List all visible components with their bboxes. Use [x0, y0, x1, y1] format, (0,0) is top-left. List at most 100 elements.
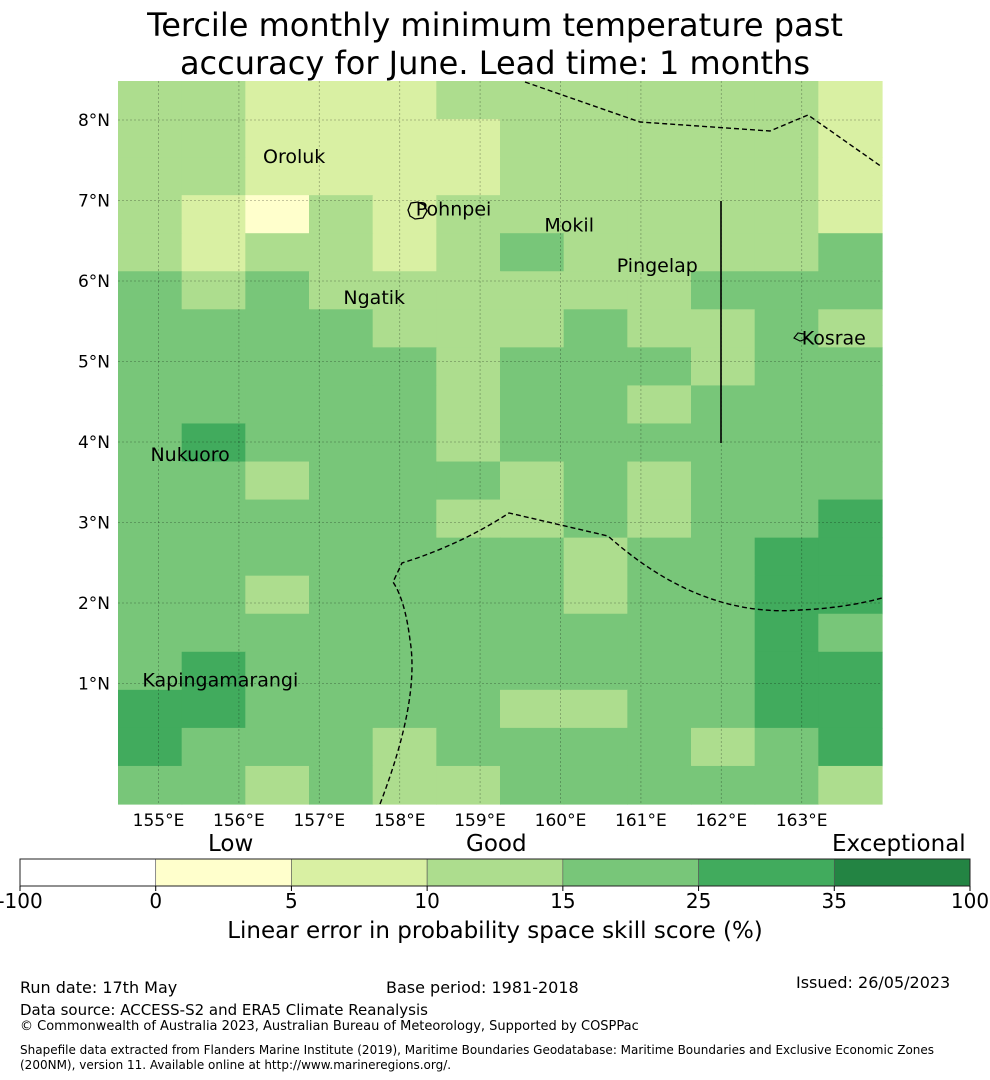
skill-cell	[436, 499, 501, 539]
skill-cell	[563, 461, 628, 501]
skill-cell	[627, 613, 692, 653]
skill-cell	[563, 765, 628, 805]
place-label: Oroluk	[263, 146, 325, 168]
category-good: Good	[466, 831, 527, 857]
colorbar-outline	[19, 858, 971, 887]
skill-cell	[754, 575, 819, 615]
skill-cell	[818, 385, 883, 425]
skill-cell	[181, 119, 246, 158]
skill-cell	[245, 309, 310, 348]
base-period: Base period: 1981-2018	[386, 978, 579, 997]
skill-cell	[436, 727, 501, 767]
skill-grid	[118, 81, 883, 805]
skill-cell	[500, 651, 565, 691]
colorbar: -100 0 5 10 15 25 35 100	[0, 858, 989, 913]
skill-cell	[309, 727, 374, 767]
skill-cell	[818, 119, 883, 158]
skill-cell	[309, 385, 374, 425]
eez-boundary-south	[379, 512, 883, 805]
skill-cell	[372, 347, 437, 387]
skill-cell	[181, 195, 246, 234]
skill-cell	[309, 119, 374, 158]
lon-tick-label: 155°E	[133, 811, 185, 831]
skill-cell	[181, 537, 246, 577]
skill-cell	[309, 575, 374, 615]
skill-cell	[309, 651, 374, 691]
skill-cell	[372, 195, 437, 234]
map-title: Tercile monthly minimum temperature past…	[0, 6, 990, 82]
skill-cell	[309, 271, 374, 310]
skill-cell	[563, 499, 628, 539]
skill-cell	[245, 613, 310, 653]
skill-cell	[818, 423, 883, 463]
skill-cell	[118, 195, 183, 234]
skill-cell	[118, 613, 183, 653]
skill-cell	[245, 195, 310, 234]
skill-cell	[372, 613, 437, 653]
skill-cell	[563, 233, 628, 272]
skill-cell	[691, 689, 756, 729]
skill-cell	[118, 157, 183, 196]
skill-cell	[181, 651, 246, 691]
skill-cell	[309, 499, 374, 539]
skill-cell	[563, 689, 628, 729]
skill-cell	[754, 157, 819, 196]
skill-cell	[691, 233, 756, 272]
skill-cell	[691, 651, 756, 691]
skill-cell	[436, 385, 501, 425]
axis-ticks: 155°E 156°E 157°E 158°E 159°E 160°E 161°E 162°E…	[78, 111, 828, 831]
lon-tick-label: 157°E	[293, 811, 345, 831]
skill-cell	[309, 537, 374, 577]
skill-cell	[245, 271, 310, 310]
skill-cell	[754, 461, 819, 501]
skill-cell	[436, 271, 501, 310]
skill-cell	[436, 423, 501, 463]
kosrae-outline	[793, 332, 807, 342]
skill-cell	[627, 233, 692, 272]
skill-cell	[118, 385, 183, 425]
place-label: Kapingamarangi	[142, 669, 298, 691]
skill-cell	[436, 157, 501, 196]
skill-cell	[818, 575, 883, 615]
skill-cell	[563, 727, 628, 767]
skill-cell	[372, 385, 437, 425]
lat-tick-label: 6°N	[78, 272, 110, 292]
shapefile-credit-1: Shapefile data extracted from Flanders M…	[20, 1043, 935, 1057]
lat-tick-label: 2°N	[78, 594, 110, 614]
skill-cell	[500, 271, 565, 310]
skill-cell	[691, 461, 756, 501]
skill-cell	[563, 537, 628, 577]
skill-cell	[500, 423, 565, 463]
skill-cell	[691, 385, 756, 425]
skill-cell	[500, 157, 565, 196]
skill-cell	[563, 309, 628, 348]
skill-cell	[245, 157, 310, 196]
skill-cell	[754, 423, 819, 463]
skill-cell	[691, 195, 756, 234]
skill-cell	[691, 157, 756, 196]
skill-cell	[627, 81, 692, 120]
skill-cell	[372, 689, 437, 729]
skill-cell	[309, 347, 374, 387]
skill-cell	[372, 233, 437, 272]
skill-cell	[627, 423, 692, 463]
skill-cell	[754, 537, 819, 577]
skill-cell	[309, 689, 374, 729]
skill-cell	[818, 309, 883, 348]
skill-cell	[118, 727, 183, 767]
skill-cell	[436, 651, 501, 691]
data-source: Data source: ACCESS-S2 and ERA5 Climate …	[20, 1001, 428, 1019]
skill-cell	[245, 651, 310, 691]
skill-cell	[627, 651, 692, 691]
skill-cell	[563, 423, 628, 463]
skill-cell	[245, 727, 310, 767]
lat-tick-label: 7°N	[78, 192, 110, 212]
skill-cell	[245, 499, 310, 539]
skill-cell	[500, 727, 565, 767]
lon-tick-label: 159°E	[454, 811, 506, 831]
skill-cell	[436, 613, 501, 653]
skill-cell	[818, 689, 883, 729]
skill-cell	[309, 309, 374, 348]
skill-cell	[181, 575, 246, 615]
